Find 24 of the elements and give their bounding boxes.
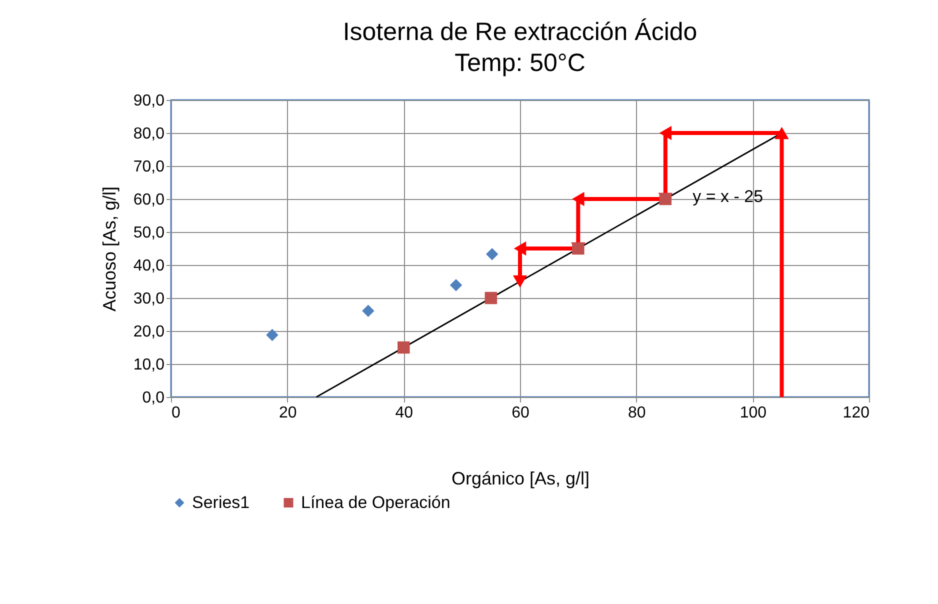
y-tick-label: 70,0 bbox=[133, 158, 165, 176]
x-tick-label: 20 bbox=[278, 404, 297, 422]
x-tick-label: 120 bbox=[842, 404, 870, 422]
y-axis-title: Acuoso [As, g/l] bbox=[99, 186, 120, 312]
y-tick-label: 60,0 bbox=[133, 192, 165, 208]
y-tick-label: 40,0 bbox=[133, 258, 165, 274]
x-tick-label: 60 bbox=[512, 404, 530, 422]
x-tick-label: 100 bbox=[740, 404, 767, 422]
y-tick-label: 80,0 bbox=[133, 126, 165, 142]
x-tick-label: 0 bbox=[172, 404, 180, 422]
x-tick-label: 80 bbox=[628, 404, 646, 422]
x-tick-label: 40 bbox=[395, 404, 414, 422]
legend-label: Línea de Operación bbox=[301, 492, 450, 512]
chart-title: Isoterna de Re extracción Ácido bbox=[342, 18, 698, 46]
y-tick-label: 0,0 bbox=[142, 390, 165, 406]
y-tick-label: 10,0 bbox=[133, 356, 165, 374]
legend-label: Series1 bbox=[192, 492, 250, 512]
y-tick-label: 20,0 bbox=[133, 324, 165, 340]
series-label: y = x - 25 bbox=[692, 186, 764, 206]
y-tick-label: 90,0 bbox=[133, 92, 165, 110]
chart-subtitle: Temp: 50°C bbox=[454, 49, 586, 77]
x-axis-title: Orgánico [As, g/l] bbox=[451, 468, 590, 488]
y-tick-label: 50,0 bbox=[133, 224, 165, 242]
y-tick-label: 30,0 bbox=[133, 290, 165, 308]
